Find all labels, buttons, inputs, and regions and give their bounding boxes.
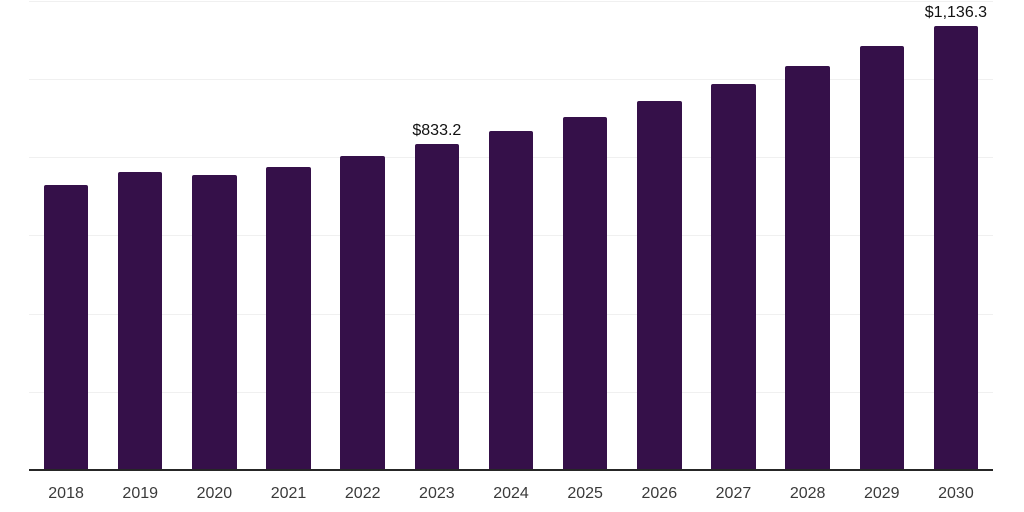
bar-2021 <box>266 166 311 470</box>
x-tick-label-2029: 2029 <box>863 485 900 502</box>
x-tick-label-2022: 2022 <box>344 485 381 502</box>
bar-2027 <box>711 84 756 470</box>
bar-2026 <box>637 101 682 470</box>
bar-2023 <box>414 144 460 470</box>
value-label-2023: $833.2 <box>412 122 462 140</box>
bar-2019 <box>117 172 163 470</box>
bar-2018 <box>43 184 89 470</box>
plot-area: $833.2 $1,136.3 <box>29 0 993 471</box>
x-tick-label-2021: 2021 <box>270 485 307 502</box>
x-tick-label-2028: 2028 <box>789 485 826 502</box>
value-label-2030: $1,136.3 <box>924 3 988 21</box>
gridline-1200 <box>29 0 993 2</box>
x-tick-label-2027: 2027 <box>715 485 752 502</box>
bar-2030 <box>933 25 979 470</box>
x-axis-line <box>29 469 993 471</box>
gridline-1000 <box>29 78 993 80</box>
x-tick-label-2030: 2030 <box>938 485 974 502</box>
x-tick-label-2024: 2024 <box>493 485 529 502</box>
bar-2024 <box>488 130 534 470</box>
x-tick-label-2018: 2018 <box>48 485 84 502</box>
bar-2020 <box>192 174 237 470</box>
bar-2029 <box>859 45 905 470</box>
bar-2025 <box>562 116 608 470</box>
x-tick-label-2019: 2019 <box>122 485 159 502</box>
bar-2028 <box>785 66 830 470</box>
bar-2022 <box>340 156 385 470</box>
x-tick-label-2026: 2026 <box>641 485 678 502</box>
x-tick-label-2025: 2025 <box>567 485 603 502</box>
x-tick-label-2023: 2023 <box>419 485 455 502</box>
x-tick-label-2020: 2020 <box>196 485 233 502</box>
